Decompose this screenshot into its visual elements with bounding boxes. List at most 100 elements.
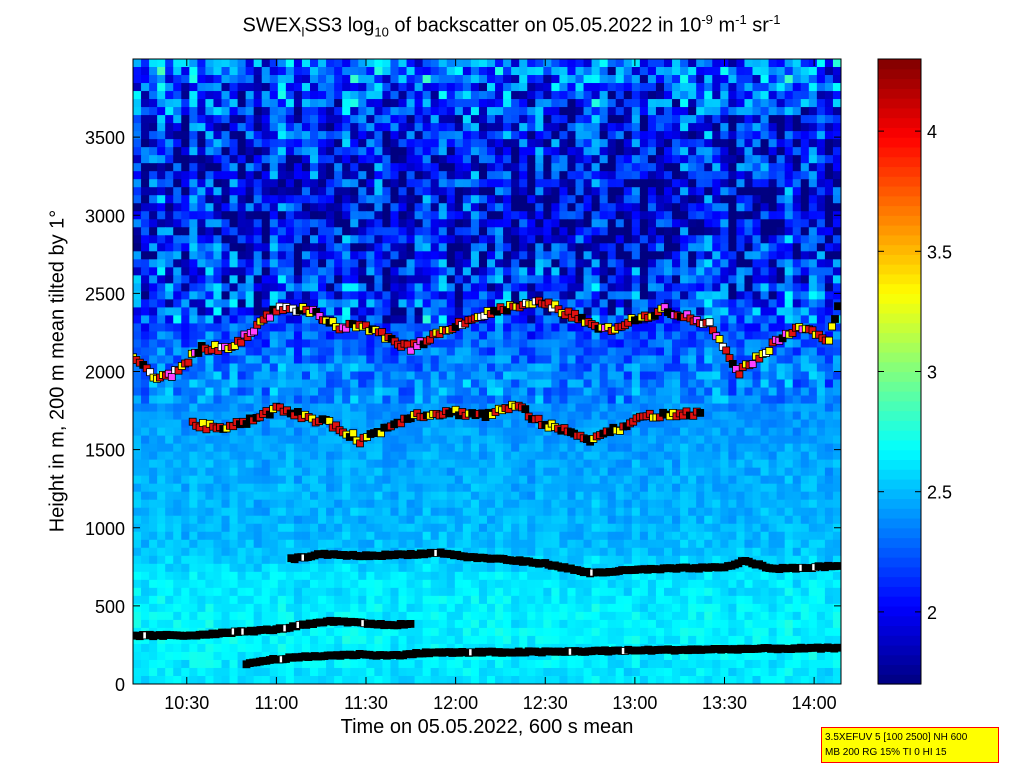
- heatmap-cell: [495, 379, 504, 389]
- heatmap-cell: [487, 99, 496, 108]
- heatmap-cell: [358, 195, 367, 204]
- heatmap-cell: [567, 187, 577, 196]
- heatmap-cell: [591, 403, 601, 413]
- heatmap-cell: [760, 267, 770, 276]
- heatmap-cell: [744, 107, 754, 116]
- heatmap-cell: [744, 259, 754, 268]
- heatmap-cell: [478, 291, 488, 300]
- heatmap-cell: [390, 235, 400, 244]
- heatmap-cell: [197, 227, 207, 236]
- heatmap-cell: [133, 443, 142, 453]
- heatmap-cell: [551, 59, 561, 68]
- heatmap-cell: [221, 99, 231, 108]
- heatmap-cell: [165, 59, 174, 68]
- heatmap-cell: [527, 75, 536, 84]
- heatmap-cell: [422, 283, 432, 292]
- heatmap-cell: [631, 211, 641, 220]
- heatmap-cell: [623, 435, 633, 445]
- heatmap-cell: [824, 107, 834, 116]
- heatmap-cell: [293, 459, 303, 469]
- heatmap-cell: [173, 395, 182, 405]
- heatmap-cell: [181, 139, 190, 148]
- heatmap-cell: [599, 131, 609, 140]
- heatmap-cell: [237, 259, 247, 268]
- heatmap-cell: [470, 307, 480, 317]
- heatmap-cell: [326, 443, 335, 453]
- heatmap-cell: [301, 275, 311, 284]
- heatmap-cell: [350, 315, 359, 325]
- heatmap-cell: [165, 147, 174, 156]
- heatmap-cell: [406, 179, 416, 188]
- heatmap-cell: [237, 267, 247, 276]
- heatmap-cell: [221, 155, 231, 164]
- heatmap-cell: [672, 115, 681, 124]
- heatmap-cell: [133, 427, 142, 437]
- heatmap-cell: [776, 315, 786, 325]
- heatmap-cell: [189, 219, 198, 228]
- heatmap-cell: [414, 203, 424, 212]
- heatmap-cell: [832, 203, 841, 212]
- heatmap-cell: [832, 83, 841, 92]
- heatmap-cell: [213, 323, 223, 333]
- heatmap-cell: [390, 219, 400, 228]
- heatmap-cell: [736, 467, 746, 477]
- heatmap-cell: [808, 491, 818, 501]
- heatmap-cell: [205, 387, 215, 397]
- heatmap-cell: [205, 155, 215, 164]
- heatmap-cell: [438, 219, 448, 228]
- heatmap-cell: [414, 451, 424, 461]
- heatmap-cell: [406, 211, 416, 220]
- heatmap-cell: [615, 491, 625, 501]
- heatmap-cell: [342, 251, 351, 260]
- heatmap-cell: [446, 427, 456, 437]
- heatmap-cell: [664, 83, 673, 92]
- heatmap-cell: [285, 107, 295, 116]
- heatmap-cell: [446, 475, 456, 485]
- heatmap-cell: [599, 275, 609, 284]
- heatmap-cell: [157, 235, 166, 244]
- heatmap-cell: [149, 427, 158, 437]
- heatmap-cell: [535, 435, 544, 445]
- heatmap-cell: [205, 211, 215, 220]
- heatmap-cell: [736, 419, 746, 429]
- heatmap-cell: [631, 443, 641, 453]
- heatmap-cell: [229, 131, 239, 140]
- heatmap-cell: [768, 211, 778, 220]
- heatmap-cell: [334, 411, 343, 421]
- heatmap-cell: [277, 195, 287, 204]
- heatmap-cell: [543, 355, 552, 365]
- heatmap-cell: [800, 227, 810, 236]
- heatmap-cell: [736, 483, 746, 493]
- heatmap-cell: [583, 195, 593, 204]
- heatmap-cell: [382, 323, 392, 333]
- heatmap-cell: [261, 91, 271, 100]
- heatmap-cell: [768, 83, 778, 92]
- heatmap-cell: [310, 435, 319, 445]
- heatmap-cell: [310, 147, 319, 156]
- heatmap-cell: [503, 483, 512, 493]
- heatmap-cell: [350, 411, 359, 421]
- heatmap-cell: [189, 179, 198, 188]
- heatmap-cell: [672, 67, 681, 76]
- heatmap-cell: [334, 443, 343, 453]
- heatmap-cell: [310, 387, 319, 397]
- heatmap-cell: [672, 475, 681, 485]
- heatmap-cell: [487, 171, 496, 180]
- heatmap-cell: [623, 387, 633, 397]
- heatmap-cell: [511, 203, 520, 212]
- heatmap-cell: [213, 403, 223, 413]
- heatmap-cell: [414, 147, 424, 156]
- heatmap-cell: [559, 219, 569, 228]
- heatmap-cell: [599, 363, 609, 373]
- heatmap-cell: [165, 91, 174, 100]
- heatmap-cell: [696, 371, 705, 381]
- heatmap-cell: [696, 435, 705, 445]
- heatmap-cell: [181, 155, 190, 164]
- heatmap-cell: [816, 435, 826, 445]
- heatmap-cell: [575, 259, 585, 268]
- heatmap-cell: [728, 347, 738, 357]
- heatmap-cell: [189, 339, 198, 349]
- heatmap-cell: [141, 59, 150, 68]
- heatmap-cell: [776, 155, 786, 164]
- heatmap-cell: [543, 379, 552, 389]
